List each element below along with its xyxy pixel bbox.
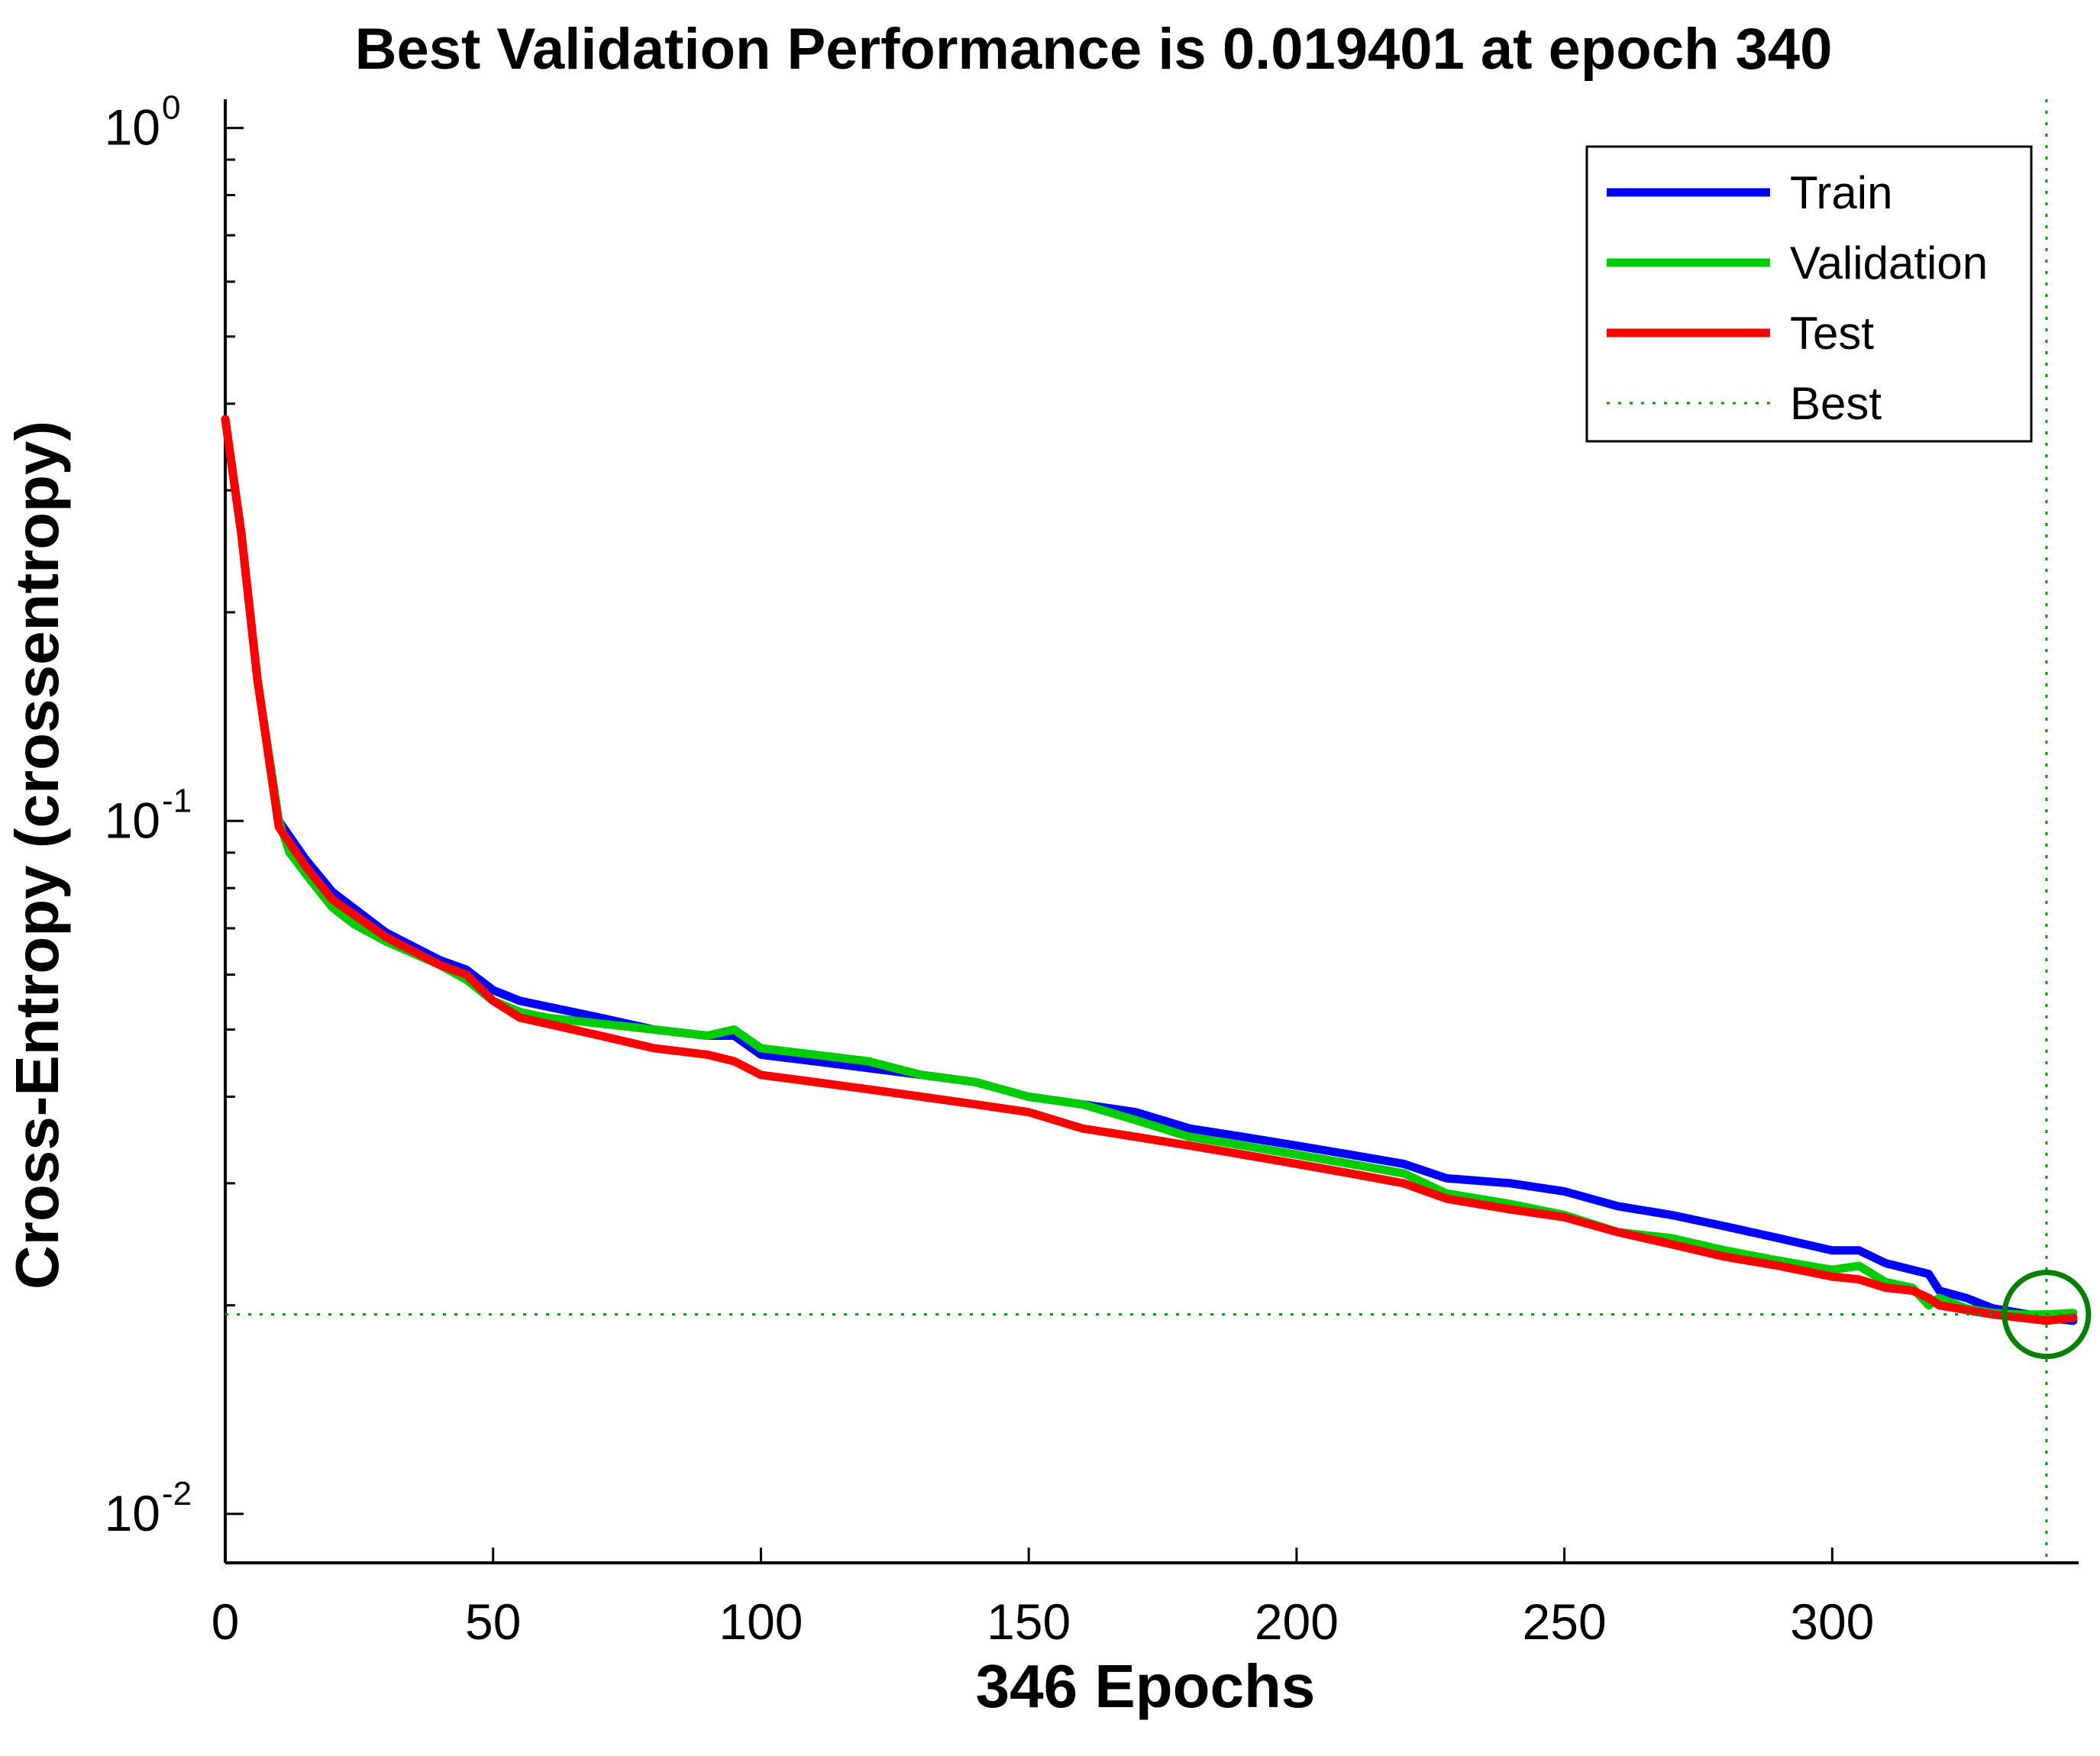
best-marker-layer <box>225 99 2092 1563</box>
legend: Train Validation Test Best <box>1585 145 2033 443</box>
y-axis-label: Cross-Entropy (crossentropy) <box>3 421 71 1290</box>
series-layer <box>221 415 2078 1325</box>
y-tick-label: 10 <box>105 1485 160 1541</box>
legend-label-validation: Validation <box>1790 237 1988 289</box>
x-tick-label: 200 <box>1255 1593 1339 1650</box>
x-tick-label: 300 <box>1790 1593 1874 1650</box>
x-tick-label: 250 <box>1523 1593 1607 1650</box>
legend-label-best: Best <box>1790 378 1882 429</box>
y-tick-label: 10 <box>105 792 160 848</box>
x-tick-label: 50 <box>465 1593 521 1650</box>
legend-label-test: Test <box>1790 308 1874 359</box>
y-tick-exponent: 0 <box>162 89 180 127</box>
y-tick-exponent: -1 <box>162 782 192 819</box>
chart-title: Best Validation Performance is 0.019401 … <box>355 17 1833 82</box>
x-tick-label: 0 <box>212 1593 240 1650</box>
x-tick-label: 100 <box>719 1593 803 1650</box>
series-line-test <box>221 415 2078 1325</box>
series-line-train <box>221 415 2078 1325</box>
x-axis-label: 346 Epochs <box>976 1652 1316 1720</box>
y-tick-label: 10 <box>105 99 160 156</box>
x-tick-label: 150 <box>987 1593 1071 1650</box>
best-point-marker <box>2001 1270 2092 1360</box>
legend-label-train: Train <box>1790 167 1892 218</box>
y-tick-exponent: -2 <box>162 1475 192 1512</box>
